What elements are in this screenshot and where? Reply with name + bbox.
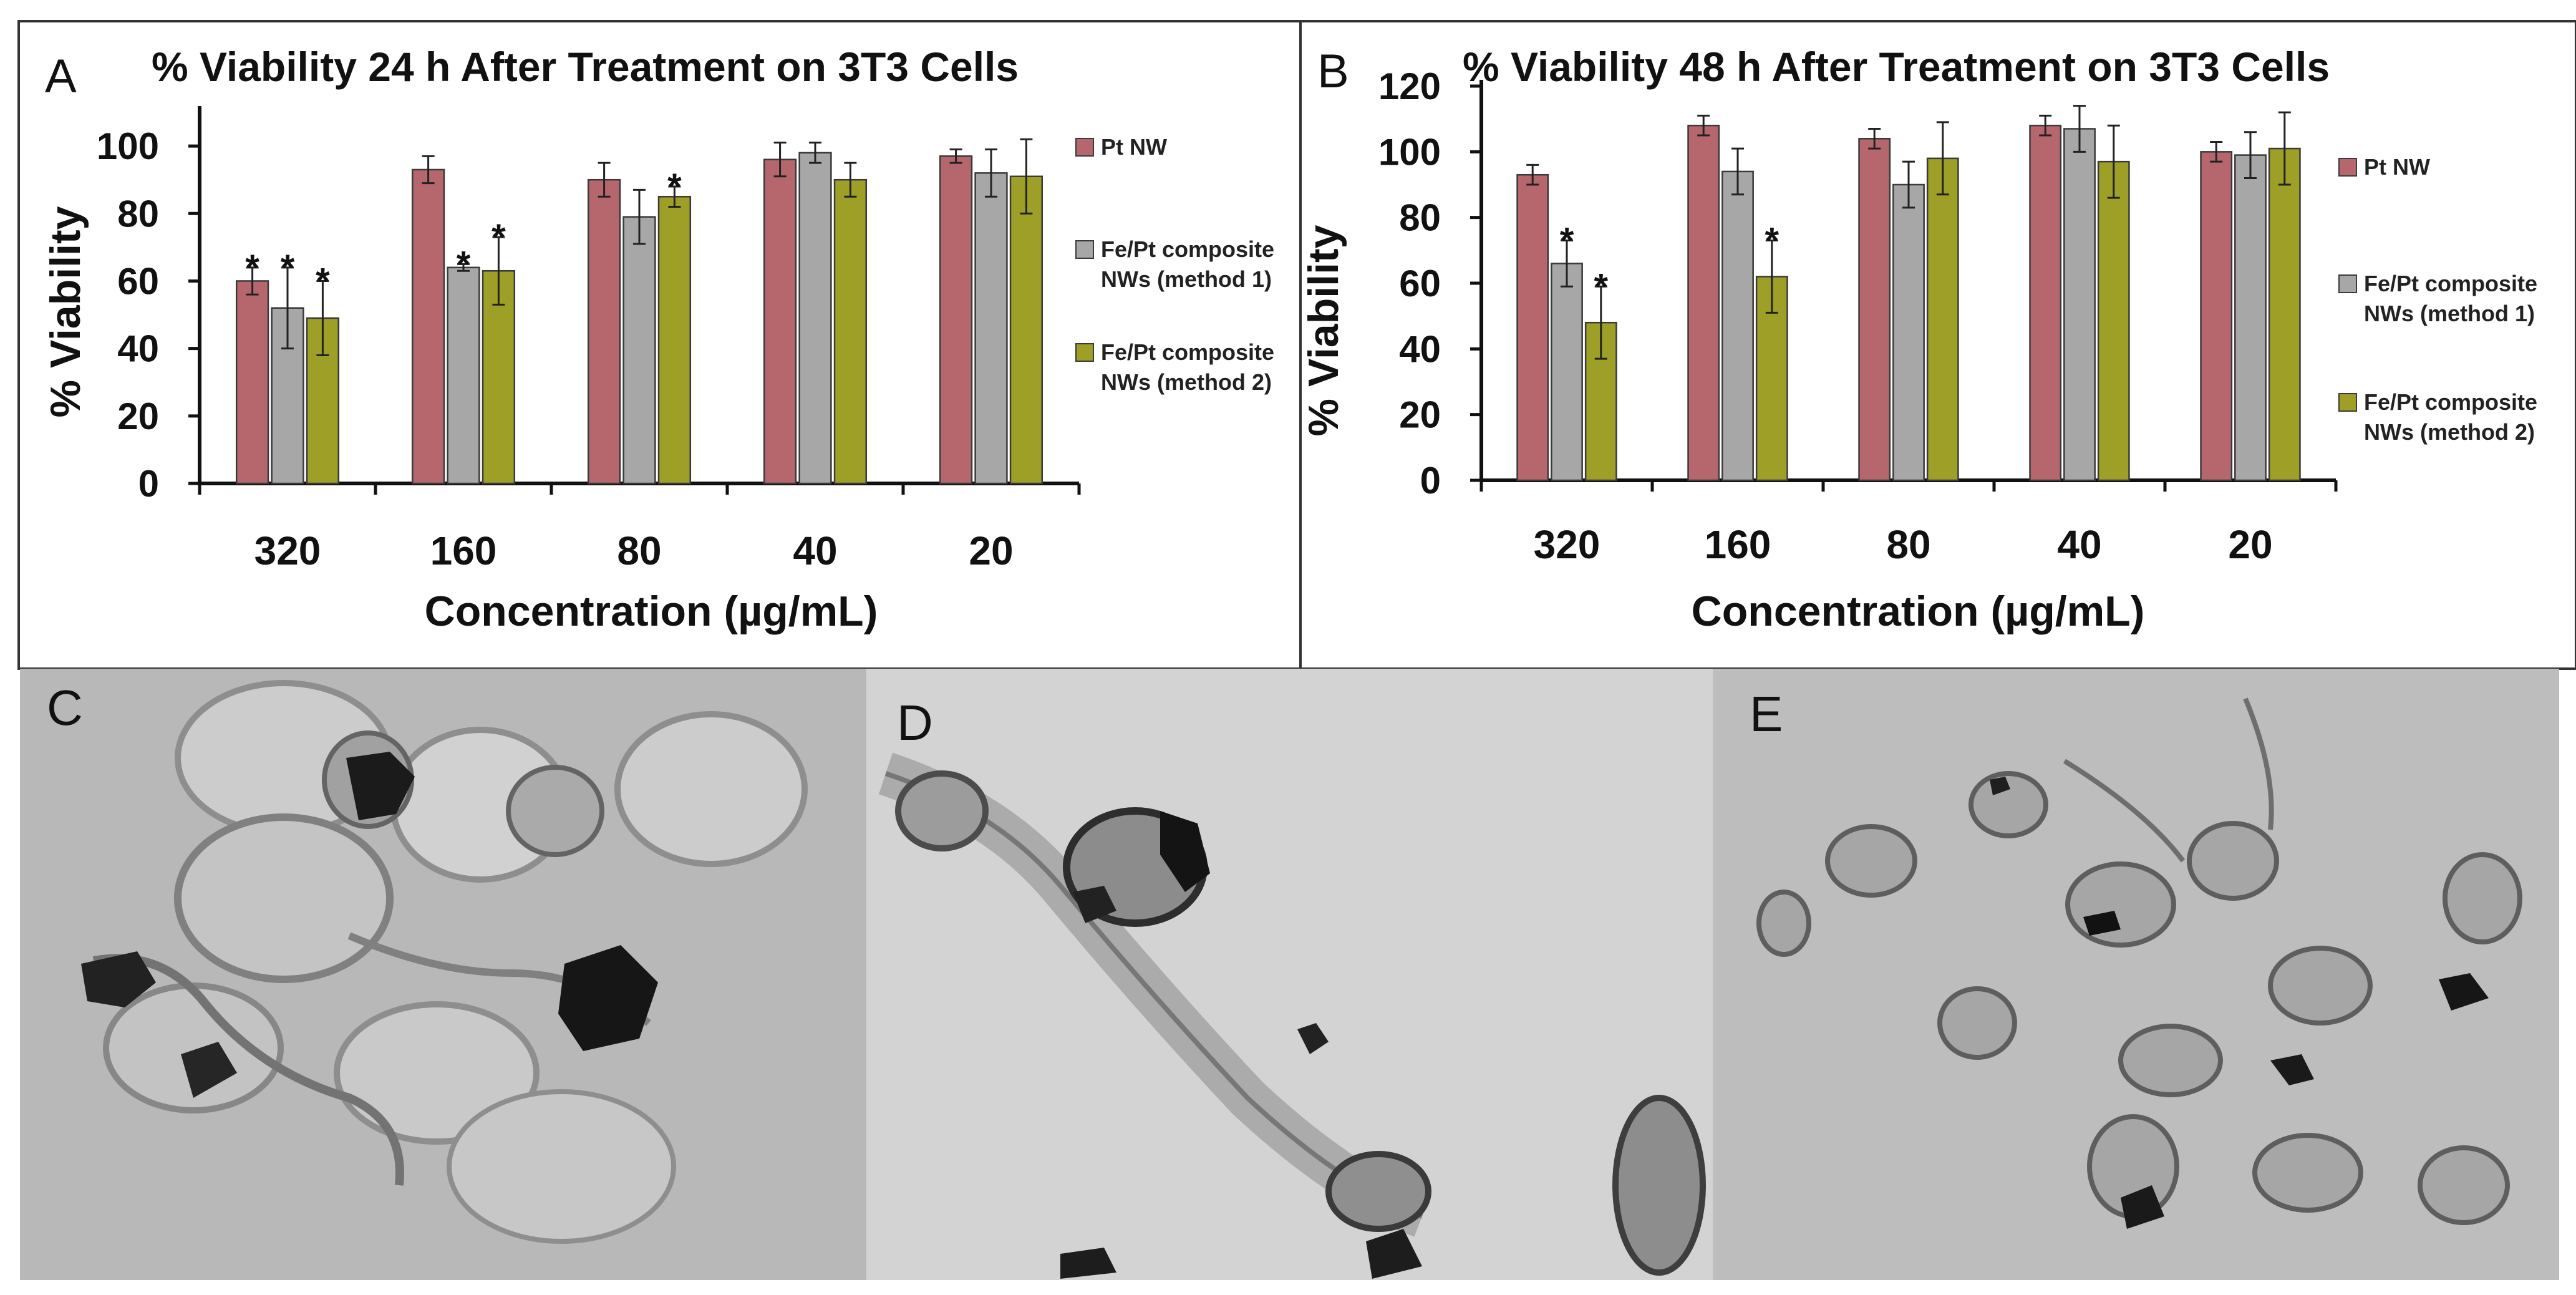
chart-a-y-axis-label: % Viability [42, 206, 89, 417]
chart-a-bar [763, 158, 797, 485]
panel-letter-d: D [897, 695, 933, 750]
chart-b-bar [1551, 263, 1583, 482]
chart-a-y-tick-label: 100 [97, 125, 159, 167]
chart-a-bar [657, 195, 692, 485]
chart-a-significance-marker: * [245, 248, 259, 288]
micrograph-c: C [20, 669, 866, 1280]
chart-b-category-label: 40 [2057, 522, 2101, 567]
chart-a-legend-label: Pt NW [1101, 134, 1167, 160]
chart-a-category-label: 160 [430, 528, 497, 573]
chart-a-significance-marker: * [281, 248, 295, 288]
chart-b-bar [1858, 138, 1891, 482]
chart-a-bar [622, 216, 656, 485]
chart-a-category-label: 40 [793, 528, 837, 573]
chart-a-y-tick-label: 60 [117, 260, 159, 302]
chart-b-bar [1721, 170, 1754, 482]
chart-b-y-tick-label: 60 [1399, 263, 1441, 304]
chart-a-y-tick-label: 40 [117, 328, 159, 370]
chart-b-y-tick-label: 80 [1399, 197, 1441, 239]
chart-a-legend: Pt NW Fe/Pt composite NWs (method 1) Fe/Pt … [1075, 134, 1274, 395]
chart-b-y-axis-label: % Viability [1300, 225, 1347, 436]
chart-a-legend-label: NWs (method 2) [1101, 369, 1272, 395]
chart-a: A % Viability 24 h After Treatment on 3T… [17, 20, 1302, 670]
panel-letter-b: B [1317, 45, 1349, 98]
chart-a-bar [833, 178, 868, 485]
chart-a-bar [974, 172, 1008, 485]
chart-b-y-tick-label: 0 [1420, 460, 1441, 502]
chart-b-category-label: 160 [1705, 522, 1771, 567]
chart-b-bar [2268, 147, 2301, 482]
chart-b-legend-swatch [2338, 158, 2357, 177]
chart-a-bar [1009, 175, 1043, 485]
chart-a-significance-marker: * [667, 167, 682, 207]
chart-a-title: % Viability 24 h After Treatment on 3T3 … [152, 44, 1019, 90]
chart-b-legend-label: Pt NW [2364, 154, 2430, 180]
chart-b-category-label: 20 [2228, 522, 2272, 567]
chart-a-bar [306, 317, 340, 485]
chart-a-significance-marker: * [457, 244, 471, 284]
chart-b-legend-label: NWs (method 2) [2364, 419, 2535, 445]
chart-a-x-axis-label: Concentration (µg/mL) [425, 588, 878, 635]
panel-letter-e: E [1750, 686, 1783, 742]
chart-a-bar [798, 152, 832, 485]
chart-b-significance-marker: * [1560, 221, 1574, 261]
chart-b-y-tick-label: 20 [1399, 394, 1441, 436]
chart-a-significance-marker: * [316, 261, 330, 301]
chart-a-y-tick-label: 80 [117, 193, 159, 235]
chart-a-bar [939, 155, 973, 485]
chart-a-legend-label: Fe/Pt composite [1101, 236, 1274, 262]
chart-a-y-tick-label: 20 [117, 395, 159, 437]
chart-b-legend-label: Fe/Pt composite [2364, 271, 2537, 296]
chart-b-y-tick-label: 40 [1399, 328, 1441, 370]
chart-a-plot: 0 20 40 60 80 100 320 * * * 160 * * 80 * 40 20 [97, 106, 1081, 573]
chart-a-legend-swatch [1075, 343, 1094, 362]
chart-b-bar [1687, 124, 1720, 482]
chart-b-category-label: 80 [1886, 522, 1930, 567]
chart-b-bar [1926, 157, 1959, 482]
micrograph-d: D [866, 669, 1713, 1280]
chart-a-y-tick-label: 0 [138, 463, 159, 505]
chart-b-bar [2234, 154, 2267, 482]
chart-b-plot: 0 20 40 60 80 100 120 320 * * 160 * 80 40 20 [1378, 65, 2338, 567]
chart-b-bar [1516, 173, 1549, 482]
chart-b-y-tick-label: 100 [1378, 131, 1441, 173]
chart-b-category-label: 320 [1534, 522, 1600, 567]
chart-a-category-label: 80 [617, 528, 661, 573]
micrograph-e: E [1713, 669, 2559, 1280]
chart-b-bar [2097, 160, 2130, 482]
panel-letter-a: A [45, 50, 77, 103]
chart-b-bar [1892, 183, 1925, 482]
chart-a-category-label: 20 [969, 528, 1013, 573]
chart-b-bar [2200, 151, 2233, 482]
chart-b-significance-marker: * [1594, 266, 1609, 307]
chart-a-legend-label: NWs (method 1) [1101, 266, 1272, 292]
chart-a-legend-swatch [1075, 138, 1094, 157]
chart-a-category-label: 320 [254, 528, 321, 573]
chart-a-significance-marker: * [491, 217, 506, 258]
chart-b-x-axis-label: Concentration (µg/mL) [1692, 588, 2145, 635]
chart-b-legend-swatch [2338, 274, 2357, 293]
chart-b-bar [2029, 124, 2062, 482]
chart-b-significance-marker: * [1765, 221, 1779, 261]
chart-b-legend-label: NWs (method 1) [2364, 301, 2535, 326]
chart-b-y-tick-label: 120 [1378, 65, 1441, 107]
chart-a-legend-label: Fe/Pt composite [1101, 339, 1274, 365]
chart-a-bar [235, 280, 269, 485]
chart-a-bar [587, 178, 621, 485]
chart-b-title: % Viability 48 h After Treatment on 3T3 … [1463, 44, 2330, 90]
chart-b-legend-label: Fe/Pt composite [2364, 389, 2537, 415]
chart-a-bar [447, 266, 480, 485]
chart-b-legend-swatch [2338, 393, 2357, 412]
chart-a-bar [411, 168, 445, 485]
chart-b: B % Viability 48 h After Treatment on 3T… [1299, 20, 2576, 670]
chart-b-bar [2063, 128, 2096, 482]
chart-b-legend: Pt NW Fe/Pt composite NWs (method 1) Fe/Pt … [2338, 154, 2537, 445]
panel-letter-c: C [47, 680, 83, 735]
chart-a-legend-swatch [1075, 240, 1094, 259]
